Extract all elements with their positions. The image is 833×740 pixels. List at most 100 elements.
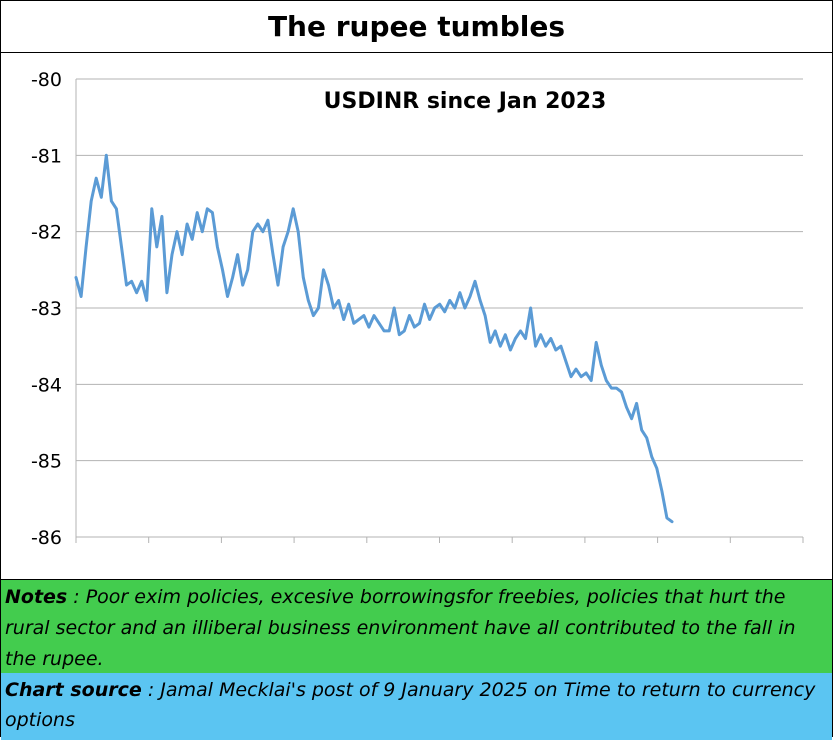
data-point — [463, 307, 466, 309]
data-point — [85, 245, 88, 248]
data-point — [120, 245, 123, 248]
data-point — [575, 368, 577, 371]
data-point — [110, 200, 113, 203]
y-tick-label: -80 — [31, 69, 62, 91]
data-point — [362, 314, 365, 317]
data-point — [393, 307, 396, 309]
data-point — [660, 490, 663, 493]
data-point — [564, 360, 567, 363]
chart-title: USDINR since Jan 2023 — [324, 89, 607, 114]
data-point — [494, 329, 497, 332]
data-point — [201, 230, 204, 233]
series-line-usdinr — [74, 153, 674, 524]
data-point — [403, 329, 406, 332]
data-point — [504, 333, 507, 336]
data-point — [337, 299, 340, 302]
data-point — [342, 318, 345, 321]
data-point — [282, 245, 285, 248]
data-point — [443, 310, 446, 313]
data-point — [105, 154, 108, 157]
data-point — [423, 303, 426, 306]
data-point — [630, 417, 633, 420]
data-point — [373, 314, 375, 317]
data-point — [645, 436, 648, 439]
data-point — [428, 318, 431, 321]
data-point — [519, 329, 522, 332]
data-point — [312, 314, 315, 317]
line-chart: -80 -81 -82 -83 -84 -85 -86 USDINR since Jan 2… — [31, 69, 804, 549]
data-point — [130, 280, 133, 283]
data-point — [287, 230, 290, 233]
data-point — [90, 200, 93, 203]
data-point — [665, 516, 668, 519]
data-point — [514, 337, 517, 340]
y-tick-label: -86 — [31, 527, 62, 549]
data-point — [453, 307, 456, 309]
data-point — [125, 284, 128, 287]
data-point — [595, 341, 598, 344]
data-point — [327, 284, 330, 287]
data-point — [418, 322, 421, 325]
data-point — [448, 299, 451, 302]
data-point — [251, 230, 254, 233]
y-tick-label: -85 — [31, 451, 62, 473]
data-point — [524, 337, 527, 340]
data-point — [241, 284, 244, 287]
data-point — [398, 333, 401, 336]
data-point — [292, 207, 295, 210]
data-point — [155, 245, 158, 248]
data-point — [383, 329, 386, 332]
data-point — [635, 402, 638, 405]
data-point — [413, 326, 416, 329]
data-point — [307, 299, 310, 302]
data-point — [211, 211, 214, 214]
data-point — [246, 268, 249, 271]
data-point — [499, 345, 502, 348]
data-point — [140, 280, 143, 283]
data-point — [625, 406, 628, 409]
data-point — [458, 291, 461, 294]
data-point — [671, 520, 673, 523]
data-point — [529, 307, 532, 309]
data-point — [580, 375, 583, 378]
data-point — [554, 349, 557, 351]
data-point — [570, 375, 572, 378]
gridlines — [75, 78, 804, 543]
data-point — [181, 253, 184, 256]
data-point — [605, 379, 608, 382]
notes-separator: : — [67, 586, 86, 608]
data-point — [610, 387, 613, 390]
data-point — [600, 364, 603, 367]
page-title: The rupee tumbles — [1, 1, 832, 53]
data-point — [322, 268, 325, 271]
data-point — [261, 230, 264, 233]
data-point — [367, 326, 370, 329]
data-point — [75, 276, 77, 279]
data-point — [221, 268, 224, 271]
data-point — [216, 245, 219, 248]
data-point — [539, 333, 542, 336]
data-point — [489, 341, 492, 344]
data-point — [160, 215, 163, 218]
data-point — [80, 295, 83, 298]
data-point — [145, 299, 148, 302]
data-point — [534, 345, 537, 348]
data-point — [544, 345, 547, 348]
y-tick-label: -84 — [31, 374, 62, 396]
data-point — [655, 467, 658, 470]
data-point — [135, 291, 138, 294]
data-point — [150, 207, 153, 210]
y-tick-label: -82 — [31, 222, 62, 244]
data-point — [191, 238, 194, 241]
data-point — [378, 322, 381, 325]
data-point — [640, 429, 643, 432]
data-point — [469, 295, 471, 298]
data-point — [357, 318, 360, 321]
data-point — [479, 299, 482, 302]
data-point — [615, 387, 618, 390]
data-point — [317, 307, 320, 309]
data-point — [388, 329, 391, 332]
data-point — [302, 276, 305, 279]
data-point — [95, 177, 98, 180]
